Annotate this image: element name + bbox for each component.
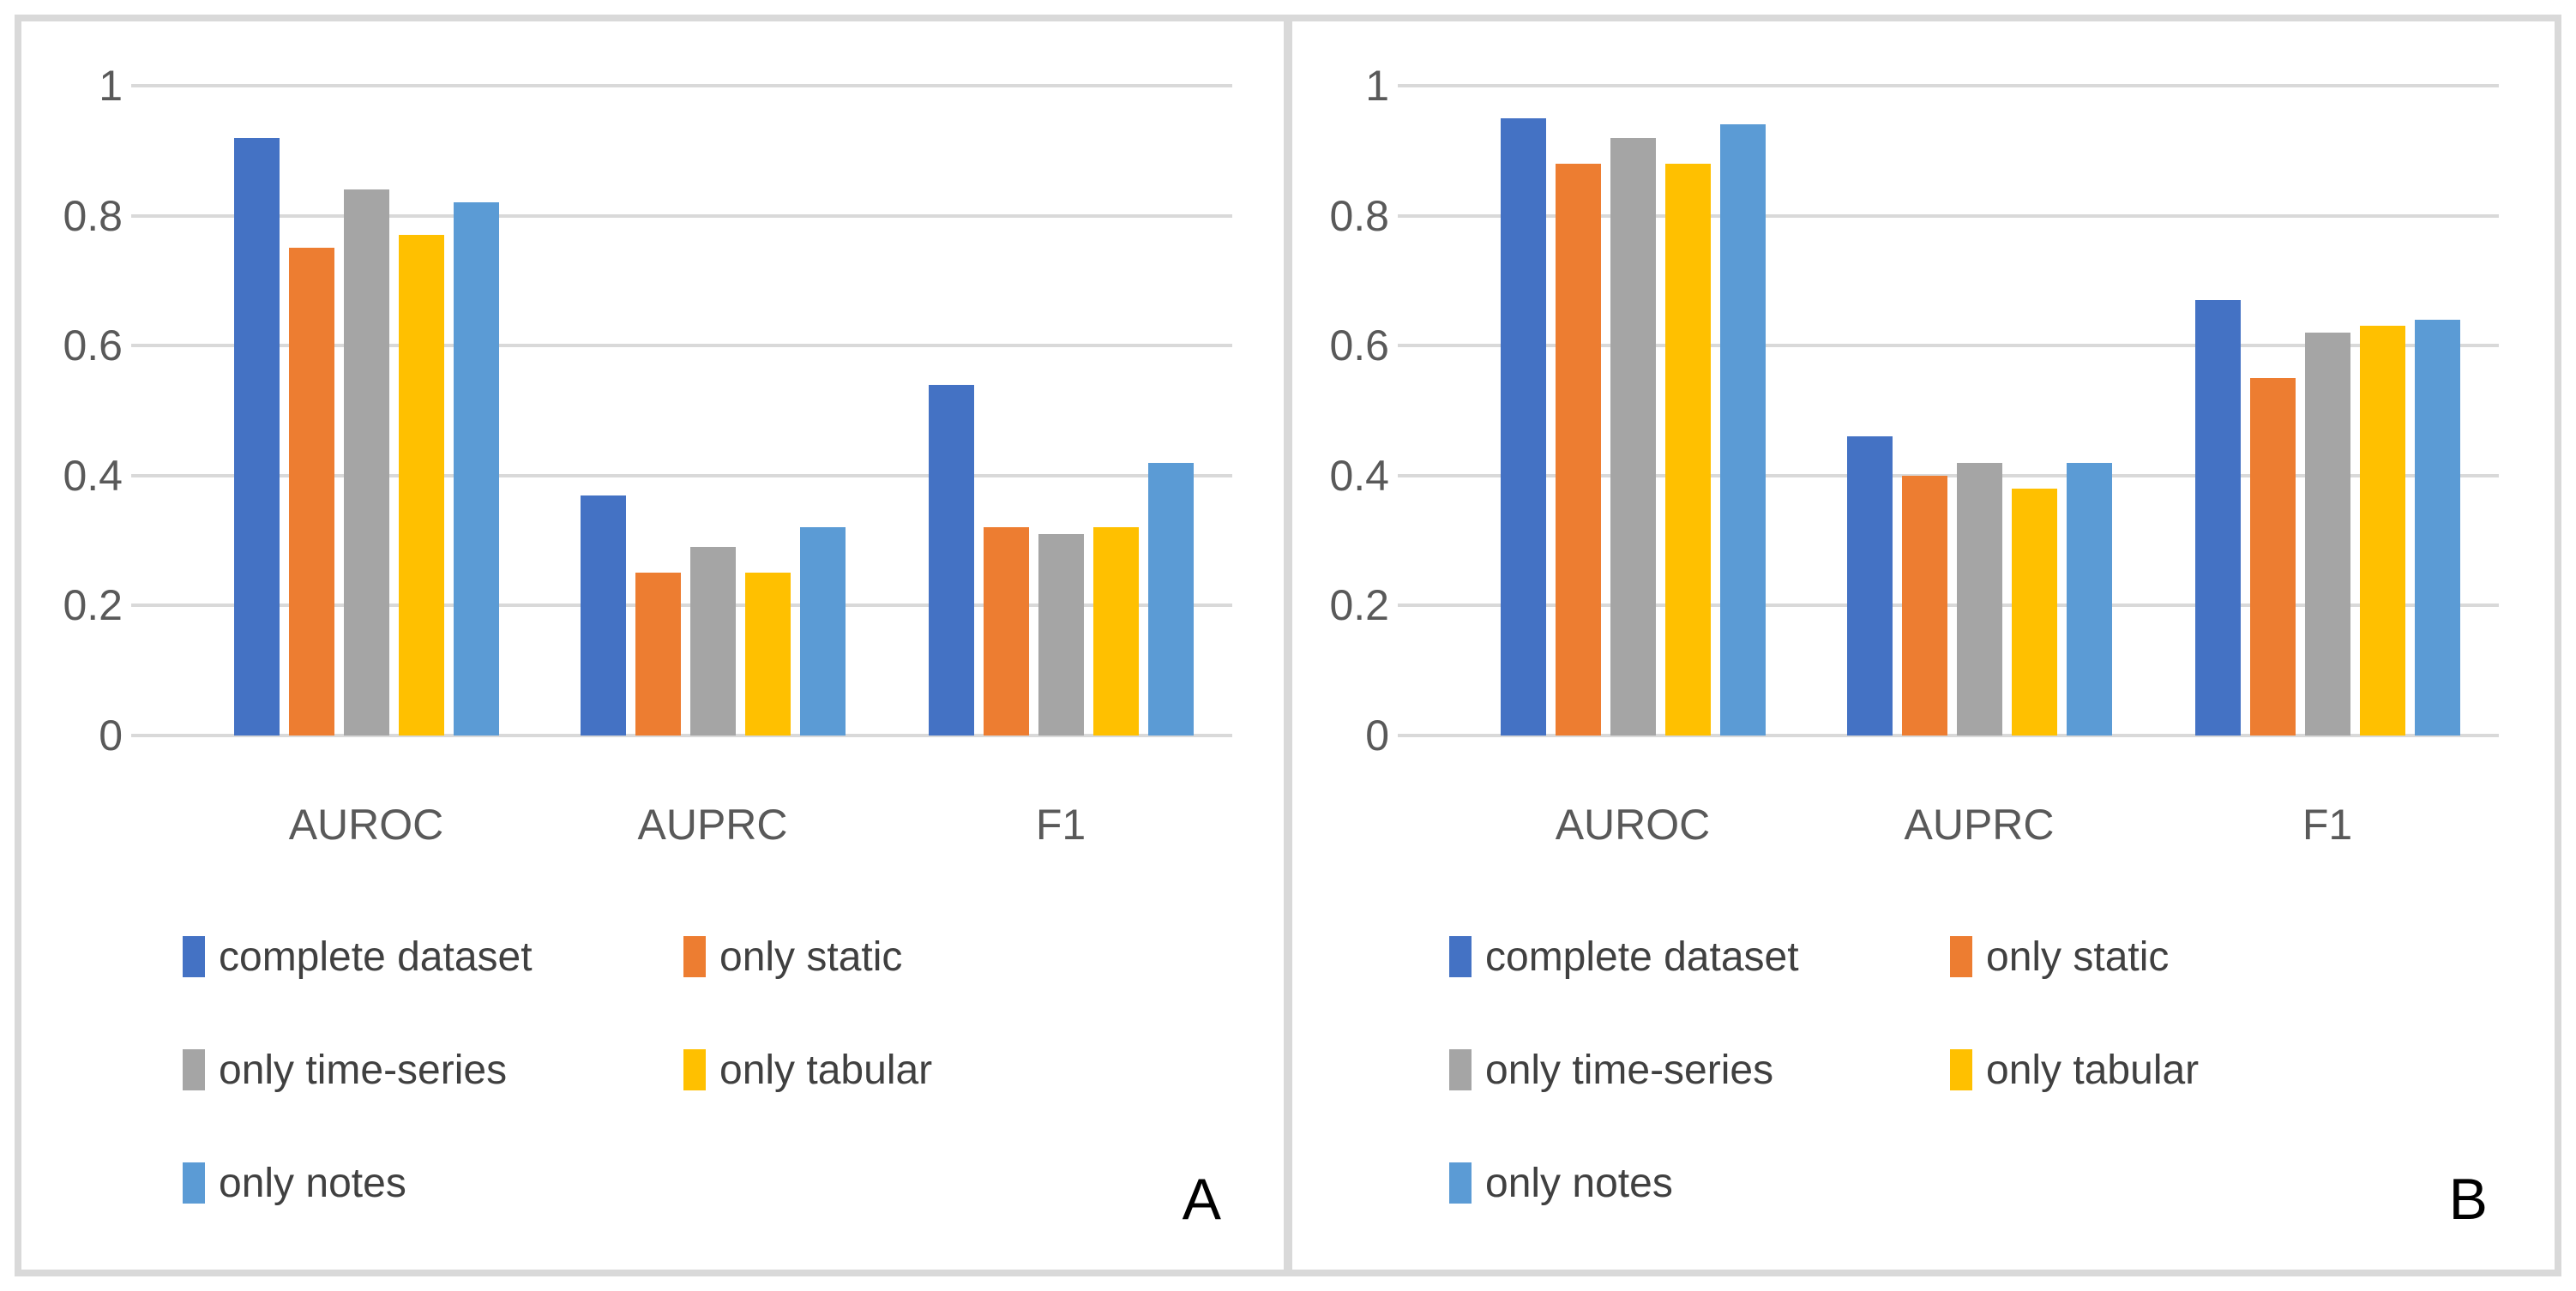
- y-axis-tick-label: 0.4: [63, 451, 123, 500]
- gridline-y-0-2: [1398, 603, 2499, 608]
- legend-item-only-notes: only notes: [183, 1159, 406, 1207]
- x-axis-category-label-auroc: AUROC: [1555, 801, 1711, 849]
- y-axis-tick-label: 0.6: [63, 321, 123, 370]
- y-axis-tick-label: 0.2: [1329, 581, 1389, 630]
- legend-label-only-tabular: only tabular: [719, 1047, 933, 1093]
- legend-swatch-only-static: [1950, 936, 1972, 977]
- gridline-y-0-4: [1398, 473, 2499, 477]
- y-axis-tick-label: 0.6: [1329, 321, 1389, 370]
- y-axis-tick-label: 0: [99, 712, 123, 760]
- y-axis-tick-label: 0.4: [1329, 451, 1389, 500]
- legend-label-only-tabular: only tabular: [1986, 1047, 2200, 1093]
- bar-only-notes-f1: [1148, 463, 1194, 736]
- legend-label-only-time-series: only time-series: [219, 1047, 508, 1093]
- bar-only-static-f1: [2250, 378, 2296, 736]
- legend-item-only-notes: only notes: [1449, 1159, 1673, 1207]
- bar-complete-dataset-auroc: [1501, 118, 1546, 736]
- bar-complete-dataset-auprc: [1847, 436, 1893, 736]
- bar-complete-dataset-auroc: [234, 138, 280, 736]
- legend-item-only-time-series: only time-series: [1449, 1046, 1773, 1094]
- bar-only-tabular-f1: [2360, 326, 2405, 736]
- y-axis-tick-label: 0.8: [63, 191, 123, 240]
- bar-only-notes-auroc: [1720, 124, 1766, 736]
- legend-swatch-only-time-series: [183, 1049, 205, 1090]
- gridline-y-0: [1398, 734, 2499, 737]
- legend-label-only-notes: only notes: [1485, 1160, 1673, 1206]
- bar-only-tabular-auroc: [399, 235, 444, 736]
- legend-swatch-only-static: [683, 936, 706, 977]
- bar-only-static-f1: [984, 527, 1029, 736]
- legend-swatch-complete-dataset: [183, 936, 205, 977]
- bar-only-static-auroc: [1556, 164, 1601, 736]
- gridline-y-0: [131, 734, 1232, 737]
- bar-complete-dataset-f1: [2195, 300, 2241, 736]
- bar-only-notes-auprc: [2067, 463, 2112, 736]
- bar-only-notes-auroc: [454, 202, 499, 736]
- bar-only-static-auprc: [635, 573, 681, 736]
- bar-complete-dataset-f1: [929, 385, 974, 736]
- legend-swatch-only-notes: [183, 1162, 205, 1204]
- legend-swatch-complete-dataset: [1449, 936, 1472, 977]
- x-axis-category-label-auprc: AUPRC: [1904, 801, 2055, 849]
- legend-label-complete-dataset: complete dataset: [219, 934, 533, 980]
- panel-b-letter: B: [2448, 1167, 2488, 1232]
- y-axis-tick-label: 1: [99, 62, 123, 110]
- bar-only-tabular-auprc: [745, 573, 791, 736]
- legend-item-only-static: only static: [1950, 933, 2169, 981]
- gridline-y-0-8: [1398, 213, 2499, 218]
- bar-only-time-series-f1: [2305, 333, 2350, 736]
- x-axis-category-label-f1: F1: [2302, 801, 2353, 849]
- y-axis-tick-label: 0.8: [1329, 191, 1389, 240]
- legend-label-only-notes: only notes: [219, 1160, 406, 1206]
- legend-swatch-only-tabular: [1950, 1049, 1972, 1090]
- legend-label-only-time-series: only time-series: [1485, 1047, 1774, 1093]
- panel-b: B 0 0.2 0.4 0.6 0.8 1 AUROC AUPRC F1 complete dat…: [1288, 21, 2555, 1270]
- bar-only-notes-f1: [2415, 320, 2460, 736]
- legend-item-complete-dataset: complete dataset: [183, 933, 533, 981]
- y-axis-tick-label: 1: [1365, 62, 1389, 110]
- legend-item-only-tabular: only tabular: [683, 1046, 932, 1094]
- figure-frame: A 0 0.2 0.4 0.6 0.8 1 AUROC AUPRC F1 complete dat…: [15, 15, 2561, 1276]
- gridline-y-0-8: [131, 213, 1232, 218]
- bar-only-time-series-auprc: [690, 547, 736, 736]
- bar-only-time-series-auprc: [1957, 463, 2002, 736]
- legend-swatch-only-time-series: [1449, 1049, 1472, 1090]
- gridline-y-0-6: [1398, 344, 2499, 348]
- legend-swatch-only-tabular: [683, 1049, 706, 1090]
- x-axis-category-label-auprc: AUPRC: [637, 801, 788, 849]
- bar-only-time-series-f1: [1038, 534, 1084, 736]
- bar-only-static-auroc: [289, 248, 334, 736]
- legend-label-only-static: only static: [719, 934, 903, 980]
- gridline-y-0-6: [131, 344, 1232, 348]
- gridline-y-0-2: [131, 603, 1232, 608]
- legend-item-only-time-series: only time-series: [183, 1046, 507, 1094]
- panel-a-letter: A: [1182, 1167, 1221, 1232]
- legend-item-complete-dataset: complete dataset: [1449, 933, 1799, 981]
- gridline-y-1: [131, 84, 1232, 87]
- panel-divider: [1284, 21, 1292, 1270]
- bar-complete-dataset-auprc: [581, 495, 626, 736]
- bar-only-tabular-auprc: [2012, 489, 2057, 736]
- y-axis-tick-label: 0: [1365, 712, 1389, 760]
- x-axis-category-label-f1: F1: [1035, 801, 1086, 849]
- bar-only-static-auprc: [1902, 476, 1947, 736]
- bar-only-time-series-auroc: [344, 189, 389, 736]
- legend-label-only-static: only static: [1986, 934, 2170, 980]
- bar-only-notes-auprc: [800, 527, 846, 736]
- bar-only-tabular-auroc: [1665, 164, 1711, 736]
- legend-item-only-static: only static: [683, 933, 902, 981]
- bar-only-tabular-f1: [1093, 527, 1139, 736]
- legend-item-only-tabular: only tabular: [1950, 1046, 2199, 1094]
- legend-label-complete-dataset: complete dataset: [1485, 934, 1799, 980]
- gridline-y-0-4: [131, 473, 1232, 477]
- panel-a: A 0 0.2 0.4 0.6 0.8 1 AUROC AUPRC F1 complete dat…: [21, 21, 1288, 1270]
- legend-swatch-only-notes: [1449, 1162, 1472, 1204]
- gridline-y-1: [1398, 84, 2499, 87]
- bar-only-time-series-auroc: [1610, 138, 1656, 736]
- y-axis-tick-label: 0.2: [63, 581, 123, 630]
- x-axis-category-label-auroc: AUROC: [288, 801, 444, 849]
